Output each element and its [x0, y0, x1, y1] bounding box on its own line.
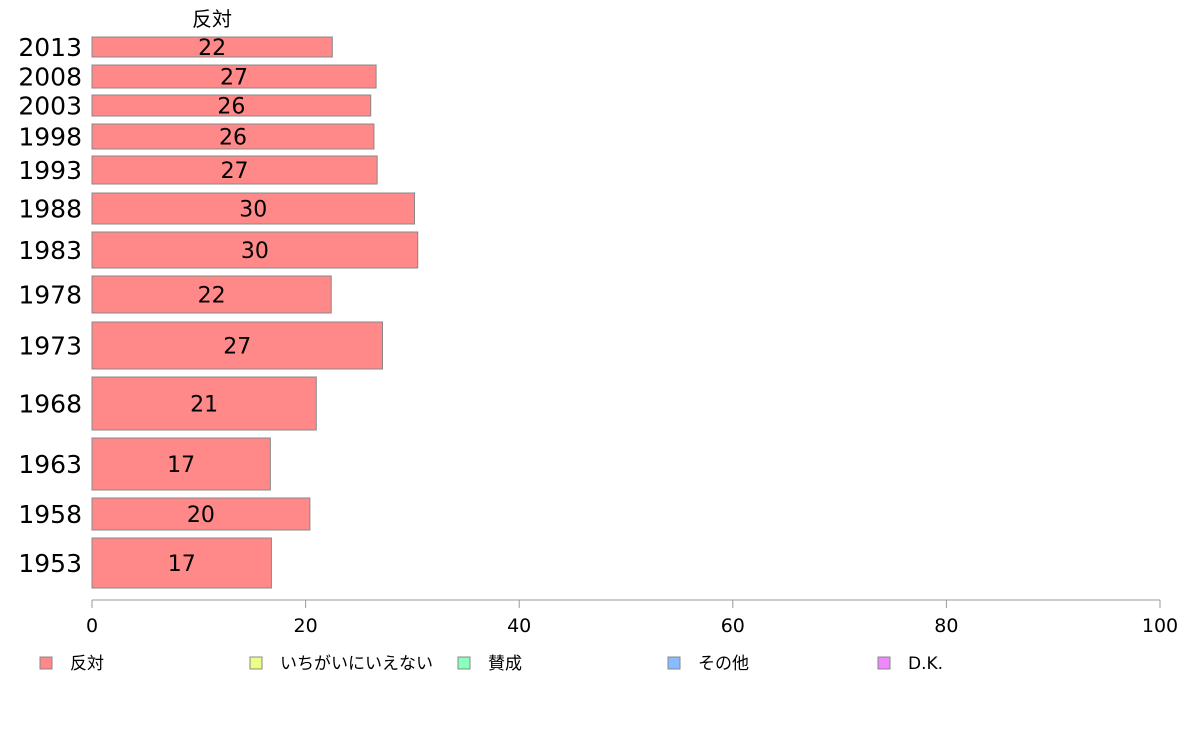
bar-value-label: 22 [198, 36, 226, 61]
bar [91, 321, 383, 370]
bar-value-label: 17 [168, 552, 196, 577]
legend-label: D.K. [908, 654, 943, 674]
category-label: 2003 [18, 92, 82, 121]
bar [91, 437, 271, 491]
bar-value-label: 30 [241, 239, 269, 264]
category-label: 1968 [18, 390, 82, 419]
series-title: 反対 [192, 7, 232, 31]
bar [91, 94, 372, 117]
bar [91, 64, 377, 89]
bar-value-label: 17 [167, 453, 195, 478]
category-label: 1973 [18, 332, 82, 361]
bar [91, 36, 333, 58]
legend-swatch [249, 656, 263, 670]
legend-label: その他 [698, 654, 749, 674]
x-tick-label: 40 [507, 615, 531, 637]
legend-label: 反対 [70, 654, 104, 674]
bar-value-label: 21 [190, 393, 218, 418]
bar [91, 275, 332, 314]
bar [91, 231, 419, 269]
legend-swatch [457, 656, 471, 670]
category-label: 1993 [18, 156, 82, 185]
legend-swatch [39, 656, 53, 670]
legend-swatch [877, 656, 891, 670]
category-label: 1953 [18, 549, 82, 578]
bar-value-label: 26 [217, 95, 245, 120]
bar [91, 537, 272, 589]
x-tick-label: 80 [934, 615, 958, 637]
category-label: 2013 [18, 33, 82, 62]
bar [91, 376, 317, 431]
bar [91, 497, 311, 531]
bar-value-label: 27 [223, 335, 251, 360]
legend-label: いちがいにいえない [280, 654, 433, 674]
bar-value-label: 27 [221, 159, 249, 184]
x-tick-label: 0 [86, 615, 98, 637]
bar [91, 192, 416, 225]
legend: 反対 いちがいにいえない 賛成 その他 D.K. [39, 654, 943, 674]
x-tick-label: 60 [721, 615, 745, 637]
bar [91, 155, 378, 185]
legend-swatch [667, 656, 681, 670]
bar [91, 123, 375, 150]
bars-group: 2013 22 2008 27 2003 26 1998 26 1993 27 1988 30 1983… [18, 33, 419, 589]
legend-label: 賛成 [488, 654, 522, 674]
category-label: 1958 [18, 500, 82, 529]
x-tick-label: 20 [294, 615, 318, 637]
bar-value-label: 26 [219, 126, 247, 151]
x-axis: 0 20 40 60 80 100 [86, 599, 1178, 637]
bar-value-label: 20 [187, 503, 215, 528]
category-label: 1963 [18, 450, 82, 479]
bar-value-label: 27 [220, 66, 248, 91]
bar-value-label: 30 [239, 198, 267, 223]
category-label: 1978 [18, 281, 82, 310]
category-label: 1998 [18, 123, 82, 152]
category-label: 1983 [18, 236, 82, 265]
category-label: 1988 [18, 195, 82, 224]
category-label: 2008 [18, 63, 82, 92]
bar-value-label: 22 [198, 284, 226, 309]
x-tick-label: 100 [1142, 615, 1178, 637]
